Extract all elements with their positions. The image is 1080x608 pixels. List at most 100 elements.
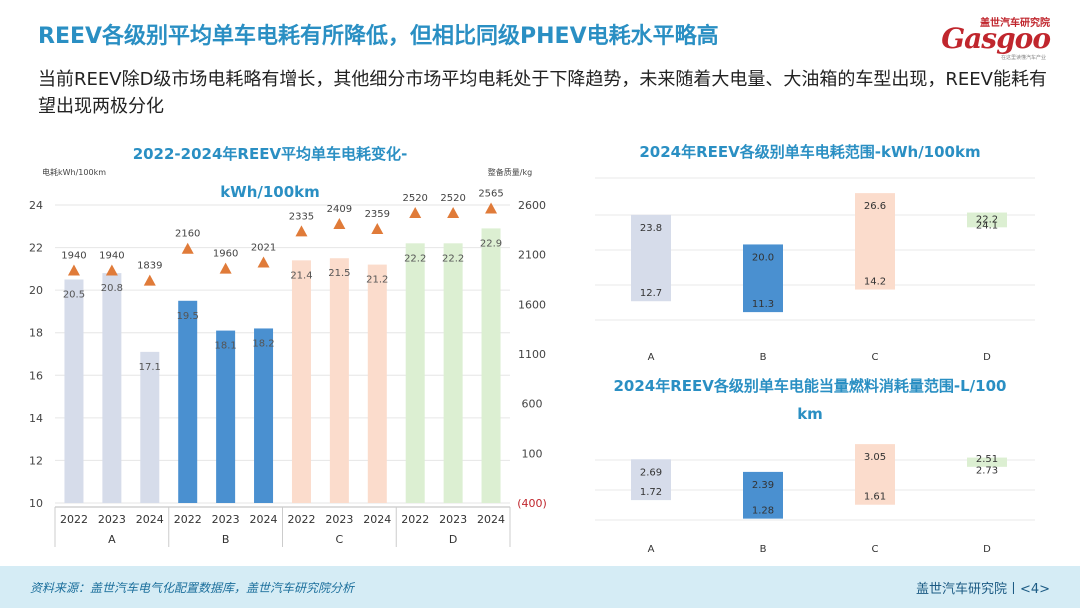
chart1-x-tick: 2023 — [439, 513, 467, 526]
chart3-title: 2024年REEV各级别单车电能当量燃料消耗量范围-L/100 km — [613, 377, 1007, 423]
chart1-y-tick: 24 — [29, 199, 43, 212]
chart1-bar — [140, 351, 160, 503]
range-category-label: B — [760, 544, 767, 555]
chart2-svg: 23.8 12.7 A 20.0 11.3 B 26.6 14.2 C 24.122.2 D — [595, 177, 1035, 363]
logo-cn-text: 盖世汽车研究院 — [980, 18, 1050, 29]
range-low-label: 11.3 — [752, 299, 774, 310]
chart1-bar — [102, 273, 122, 503]
chart1-x-tick: 2024 — [136, 513, 164, 526]
chart1-weight-marker — [485, 202, 498, 214]
page-subtitle: 当前REEV除D级市场电耗略有增长，其他细分市场平均电耗处于下降趋势，未来随着大… — [38, 69, 1047, 117]
range-low-label: 14.2 — [864, 277, 886, 288]
chart1-svg: 电耗kWh/100km 整备质量/kg 20.5 20.8 17.1 19.5 18.1… — [29, 167, 547, 547]
chart1-weight-label: 2160 — [175, 229, 200, 240]
chart1-weight-marker — [181, 242, 194, 254]
chart1-group-label: A — [108, 533, 116, 546]
chart2-title: 2024年REEV各级别单车电耗范围-kWh/100km — [639, 143, 981, 161]
chart1-y-tick: 10 — [29, 497, 43, 510]
chart1-y2-tick: 2600 — [518, 199, 546, 212]
range-bar — [743, 471, 783, 519]
chart1-bar — [216, 330, 236, 503]
chart1-bar — [481, 228, 501, 503]
page-title: REEV各级别平均单车电耗有所降低，但相比同级PHEV电耗水平略高 — [38, 24, 719, 49]
chart1-x-tick: 2022 — [174, 513, 202, 526]
chart1-bar-label: 19.5 — [177, 311, 199, 322]
range-category-label: B — [760, 352, 767, 363]
chart1-weight-marker — [143, 274, 156, 286]
chart1-bar — [178, 300, 198, 503]
footer-bar: 资料来源：盖世汽车电气化配置数据库，盖世汽车研究院分析 盖世汽车研究院丨<4> — [0, 566, 1080, 608]
range-bar — [967, 457, 1007, 467]
chart1-x-tick: 2023 — [98, 513, 126, 526]
chart1-bar — [254, 328, 274, 503]
chart1-x-tick: 2024 — [250, 513, 278, 526]
chart1-bar-label: 20.8 — [101, 283, 123, 294]
chart1-y2-tick: 600 — [522, 398, 543, 411]
chart1-weight-label: 2021 — [251, 243, 276, 254]
range-category-label: D — [983, 352, 991, 363]
range-high-label: 2.39 — [752, 480, 774, 491]
gasgoo-logo: 盖世汽车研究院 Gasgoo 在这里读懂汽车产业 — [920, 14, 1051, 61]
range-low-label: 1.72 — [640, 487, 662, 498]
chart1-y-tick: 14 — [29, 412, 43, 425]
range-high-label: 24.1 — [976, 221, 998, 232]
range-high-label: 23.8 — [640, 223, 662, 234]
chart1-weight-marker — [67, 264, 80, 276]
range-bar — [855, 193, 895, 290]
chart1-bar — [367, 264, 387, 503]
chart1-weight-marker — [295, 225, 308, 237]
chart1-weight-label: 2335 — [289, 211, 314, 222]
range-high-label: 2.73 — [976, 466, 998, 477]
range-category-label: C — [872, 544, 879, 555]
range-low-label: 1.61 — [864, 492, 886, 503]
footer-brand: 盖世汽车研究院丨<4> — [915, 582, 1050, 597]
chart1-bar — [64, 279, 84, 503]
range-bar — [631, 214, 671, 302]
range-bar — [743, 244, 783, 313]
chart1-bar — [329, 258, 349, 503]
chart1-y2-tick: 2100 — [518, 249, 546, 262]
chart1-y-tick: 12 — [29, 454, 43, 467]
chart1-weight-marker — [257, 256, 270, 268]
range-category-label: A — [648, 544, 655, 555]
chart1-bar — [405, 243, 425, 504]
chart1-y2-tick: 100 — [522, 447, 543, 460]
range-low-label: 12.7 — [640, 288, 662, 299]
chart1-x-tick: 2024 — [363, 513, 391, 526]
chart1-weight-label: 1940 — [99, 251, 124, 262]
chart1-x-tick: 2023 — [325, 513, 353, 526]
range-low-label: 22.2 — [976, 214, 998, 225]
chart1-title: 2022-2024年REEV平均单车电耗变化-kWh/100km — [132, 145, 408, 201]
chart1-bar-label: 17.1 — [139, 362, 161, 373]
chart1-weight-marker — [105, 264, 118, 276]
chart1-y-tick: 22 — [29, 242, 43, 255]
chart1-bar-label: 22.2 — [442, 253, 464, 264]
chart1-y2label: 整备质量/kg — [488, 167, 532, 177]
chart1-weight-label: 1839 — [137, 261, 162, 272]
chart1-bar — [443, 243, 463, 504]
chart1-weight-label: 2565 — [478, 188, 503, 199]
chart1-weight-label: 1960 — [213, 249, 238, 260]
chart1-bar-label: 22.9 — [480, 238, 502, 249]
range-high-label: 2.69 — [640, 467, 662, 478]
chart1-weight-label: 2409 — [327, 204, 352, 215]
range-bar — [967, 212, 1007, 228]
chart1-weight-label: 1940 — [61, 251, 86, 262]
chart1-x-tick: 2023 — [212, 513, 240, 526]
range-low-label: 1.28 — [752, 506, 774, 517]
chart1-weight-marker — [333, 217, 346, 229]
footer-source: 资料来源：盖世汽车电气化配置数据库，盖世汽车研究院分析 — [30, 581, 355, 595]
range-low-label: 2.51 — [976, 454, 998, 465]
range-high-label: 20.0 — [752, 252, 774, 263]
range-bar — [631, 459, 671, 501]
range-high-label: 26.6 — [864, 201, 886, 212]
range-category-label: A — [648, 352, 655, 363]
chart1-group-label: C — [336, 533, 344, 546]
chart1-ylabel: 电耗kWh/100km — [42, 167, 106, 177]
chart1-weight-label: 2520 — [402, 193, 427, 204]
chart1-bar-label: 18.1 — [214, 341, 236, 352]
logo-en-text: Gasgoo — [941, 22, 1051, 55]
logo-tagline: 在这里读懂汽车产业 — [1000, 55, 1046, 61]
range-bar — [855, 444, 895, 505]
chart1-bar — [291, 260, 311, 503]
